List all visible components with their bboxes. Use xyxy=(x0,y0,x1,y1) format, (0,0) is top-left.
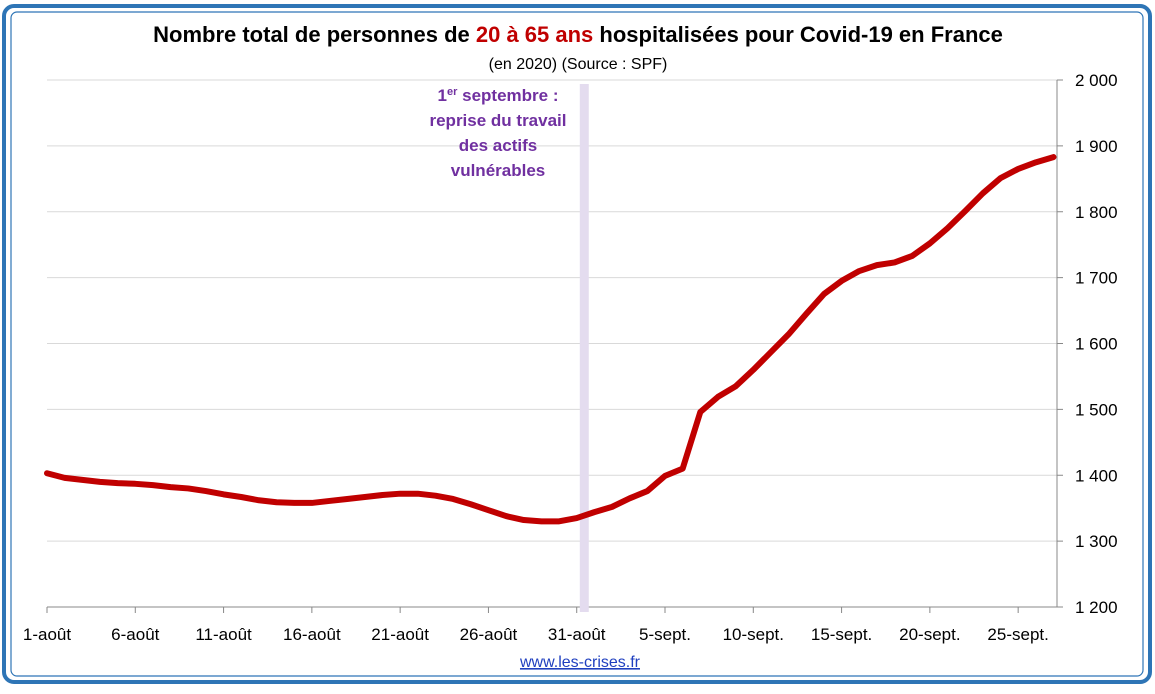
y-tick-label: 2 000 xyxy=(1075,71,1118,90)
inner-frame xyxy=(10,11,1144,677)
x-tick-label: 1-août xyxy=(23,625,71,644)
x-tick-label: 11-août xyxy=(195,625,252,644)
y-tick-label: 1 700 xyxy=(1075,269,1118,288)
x-tick-label: 16-août xyxy=(283,625,341,644)
x-tick-label: 31-août xyxy=(548,625,606,644)
y-tick-label: 1 500 xyxy=(1075,400,1118,419)
annotation-part: 1 xyxy=(438,86,447,105)
y-tick-label: 1 900 xyxy=(1075,137,1118,156)
chart-title: Nombre total de personnes de 20 à 65 ans… xyxy=(153,22,1003,47)
annotation-part: reprise du travail xyxy=(429,111,566,130)
x-tick-label: 6-août xyxy=(111,625,159,644)
event-band xyxy=(579,84,589,612)
y-tick-label: 1 200 xyxy=(1075,598,1118,617)
y-tick-label: 1 300 xyxy=(1075,532,1118,551)
x-tick-label: 25-sept. xyxy=(987,625,1048,644)
x-tick-label: 15-sept. xyxy=(811,625,872,644)
annotation-part: vulnérables xyxy=(451,161,546,180)
annotation-part: septembre : xyxy=(457,86,558,105)
x-tick-label: 26-août xyxy=(460,625,518,644)
x-tick-label: 21-août xyxy=(371,625,429,644)
title-part: hospitalisées pour Covid-19 en France xyxy=(593,22,1003,47)
annotation: 1er septembre : reprise du travail des act… xyxy=(429,86,566,180)
annotation-part: des actifs xyxy=(459,136,537,155)
chart-subtitle: (en 2020) (Source : SPF) xyxy=(489,56,668,73)
y-tick-label: 1 400 xyxy=(1075,466,1118,485)
y-tick-label: 1 800 xyxy=(1075,203,1118,222)
x-tick-label: 5-sept. xyxy=(639,625,691,644)
x-tick-label: 10-sept. xyxy=(723,625,784,644)
title-part: 20 à 65 ans xyxy=(476,22,593,47)
source-link[interactable]: www.les-crises.fr xyxy=(519,654,641,671)
data-line xyxy=(44,154,1057,525)
x-tick-label: 20-sept. xyxy=(899,625,960,644)
annotation-part: er xyxy=(447,86,458,98)
y-tick-label: 1 600 xyxy=(1075,335,1118,354)
title-part: Nombre total de personnes de xyxy=(153,22,476,47)
